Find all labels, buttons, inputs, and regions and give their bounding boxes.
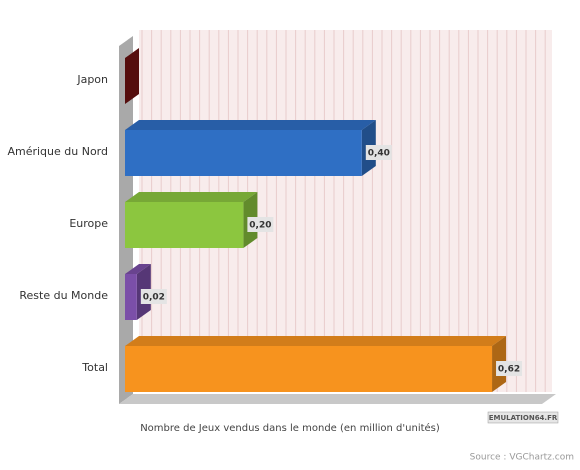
value-label-box bbox=[365, 145, 392, 160]
y-tick-label: Europe bbox=[69, 217, 108, 230]
y-tick-label: Total bbox=[81, 361, 108, 374]
bar bbox=[125, 130, 362, 176]
watermark: EMULATION64.FR bbox=[489, 414, 558, 422]
y-tick-label: Amérique du Nord bbox=[7, 145, 108, 158]
bar-top bbox=[125, 120, 376, 130]
bar bbox=[125, 202, 244, 248]
value-label-box bbox=[496, 361, 523, 376]
bar bbox=[125, 346, 493, 392]
floor bbox=[119, 394, 556, 404]
bar-top bbox=[125, 192, 258, 202]
y-tick-label: Reste du Monde bbox=[19, 289, 108, 302]
value-label-box bbox=[247, 217, 274, 232]
bar bbox=[125, 274, 137, 320]
value-label: 0,02 bbox=[143, 293, 165, 303]
bar-top bbox=[125, 264, 151, 274]
bar-top bbox=[125, 336, 507, 346]
bar-side bbox=[125, 48, 139, 104]
value-label-box bbox=[140, 289, 167, 304]
watermark-box bbox=[487, 411, 559, 424]
x-axis-label: Nombre de Jeux vendus dans le monde (en … bbox=[140, 422, 440, 434]
value-label: 0,40 bbox=[368, 149, 390, 159]
value-label: 0,62 bbox=[498, 365, 520, 375]
value-label: 0,20 bbox=[249, 221, 271, 231]
source: Source : VGChartz.com bbox=[470, 453, 574, 463]
y-tick-label: Japon bbox=[76, 73, 108, 86]
